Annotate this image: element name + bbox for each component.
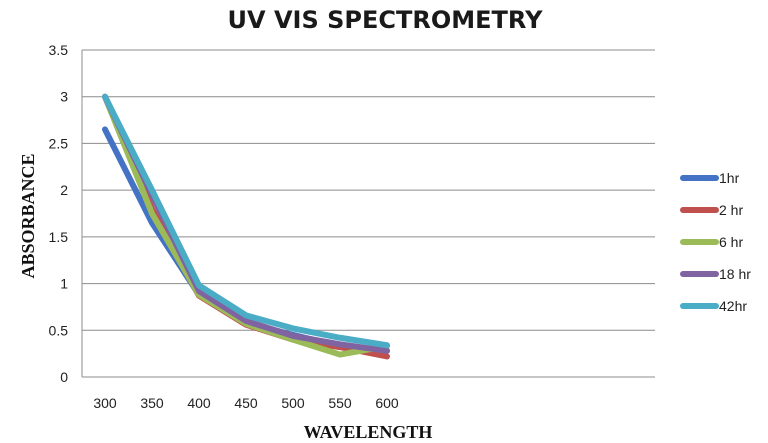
y-tick-label: 3.5: [49, 42, 69, 58]
series-lines: [102, 93, 390, 360]
x-tick-label: 600: [375, 395, 399, 411]
x-tick-label: 300: [93, 395, 117, 411]
y-tick-label: 0.5: [49, 322, 69, 338]
legend-label: 2 hr: [719, 202, 743, 218]
legend-label: 6 hr: [719, 234, 743, 250]
x-axis-label: WAVELENGTH: [304, 422, 433, 442]
y-tick-label: 2.5: [49, 135, 69, 151]
x-tick-label: 350: [140, 395, 164, 411]
axes: [81, 50, 655, 378]
legend: 1hr 2 hr 6 hr 18 hr 42hr: [680, 170, 751, 314]
chart-title: UV VIS SPECTROMETRY: [228, 6, 544, 34]
x-tick-label: 450: [234, 395, 258, 411]
x-tick-label: 400: [187, 395, 211, 411]
legend-label: 1hr: [719, 170, 740, 186]
y-tick-label: 1: [60, 276, 68, 292]
x-tick-labels: 300 350 400 450 500 550 600: [93, 395, 399, 411]
y-tick-label: 0: [60, 369, 68, 385]
y-tick-labels: 0 0.5 1 1.5 2 2.5 3 3.5: [49, 42, 69, 385]
series-line-4: [102, 93, 390, 349]
legend-label: 18 hr: [719, 266, 751, 282]
y-tick-label: 3: [60, 89, 68, 105]
legend-label: 42hr: [719, 298, 747, 314]
x-tick-label: 500: [281, 395, 305, 411]
y-axis-label: ABSORBANCE: [18, 153, 38, 278]
y-tick-label: 2: [60, 182, 68, 198]
grid-lines: [82, 49, 655, 331]
x-tick-label: 550: [328, 395, 352, 411]
y-tick-label: 1.5: [49, 229, 69, 245]
